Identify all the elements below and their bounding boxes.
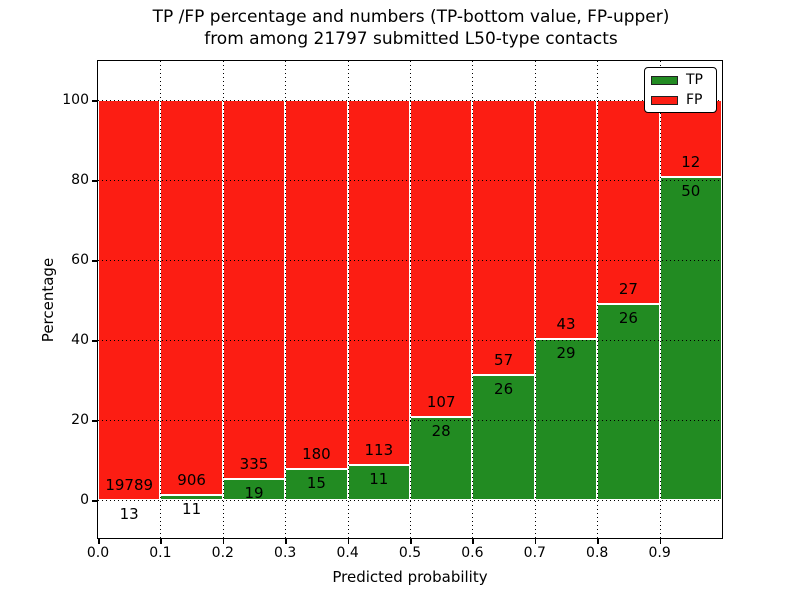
fp-count-label: 906 [177,471,206,490]
x-tick-label: 0.9 [648,545,671,561]
x-tick-label: 0.8 [586,545,609,561]
legend: TP FP [644,67,717,113]
x-tick-label: 0.1 [149,545,172,561]
fp-legend-swatch-icon [651,95,678,105]
tp-count-label: 29 [556,343,576,362]
x-tick-mark [534,539,537,544]
fp-bar-segment [285,100,348,470]
chart-title: TP /FP percentage and numbers (TP-bottom… [98,6,724,50]
x-tick-label: 0.4 [336,545,359,561]
x-tick-mark [160,539,162,544]
y-tick-mark [92,180,97,182]
legend-label-fp: FP [686,92,703,108]
horizontal-gridline [98,500,722,501]
y-tick-label: 80 [71,172,89,188]
y-tick-mark [92,260,97,262]
x-tick-label: 0.3 [274,545,297,561]
fp-count-label: 335 [239,454,269,473]
tp-count-label: 19 [244,483,264,502]
fp-bar-segment [98,100,161,500]
horizontal-gridline [98,260,722,261]
fp-bar-segment [597,100,660,304]
chart-title-line1: TP /FP percentage and numbers (TP-bottom… [152,7,670,27]
tp-bar-segment [597,303,660,500]
fp-count-label: 57 [494,350,514,369]
vertical-gridline [222,61,224,538]
tp-count-label: 15 [306,474,326,493]
x-tick-label: 0.7 [523,545,546,561]
x-tick-label: 0.0 [86,545,110,561]
y-tick-mark [92,100,97,102]
fp-count-label: 19789 [105,475,154,494]
vertical-gridline [659,61,661,538]
y-tick-label: 20 [71,412,89,428]
y-tick-mark [92,340,97,342]
fp-count-label: 113 [364,440,394,459]
fp-count-label: 43 [556,314,576,333]
tp-legend-swatch-icon [651,75,678,85]
tp-count-label: 11 [369,469,389,488]
tp-count-label: 11 [182,500,202,519]
fp-count-label: 107 [426,393,456,412]
x-tick-mark [410,539,412,544]
fp-bar-segment [347,100,410,465]
y-tick-label: 100 [62,92,89,108]
horizontal-gridline [98,100,722,101]
horizontal-gridline [98,420,722,421]
fp-count-label: 12 [681,153,701,172]
fp-count-label: 27 [618,279,638,298]
horizontal-gridline [98,340,722,341]
fp-count-label: 180 [302,445,331,464]
tp-count-label: 50 [681,182,701,201]
y-axis-label: Percentage [39,257,57,343]
x-tick-mark [285,539,287,544]
legend-label-tp: TP [686,72,703,88]
fp-bar-segment [160,100,223,496]
vertical-gridline [472,61,474,538]
x-tick-mark [472,539,474,544]
x-tick-mark [597,539,599,544]
x-tick-mark [98,539,100,544]
fp-bar-segment [472,100,535,375]
y-tick-label: 60 [71,252,89,268]
tp-count-label: 28 [431,422,451,441]
legend-row-fp: FP [651,93,710,107]
chart-title-line2: from among 21797 submitted L50-type cont… [204,29,618,49]
y-tick-label: 40 [71,332,89,348]
tp-bar-segment [659,177,722,500]
tp-count-label: 13 [119,504,139,523]
vertical-gridline [160,61,162,538]
x-axis-label: Predicted probability [332,568,488,586]
vertical-gridline [534,61,536,538]
x-tick-label: 0.2 [211,545,234,561]
legend-row-tp: TP [651,73,710,87]
fp-bar-segment [410,100,473,418]
x-tick-mark [347,539,350,544]
x-tick-mark [222,539,225,544]
vertical-gridline [597,61,599,538]
y-tick-mark [92,420,97,422]
tp-count-label: 26 [618,308,638,327]
x-tick-label: 0.6 [461,545,484,561]
x-tick-label: 0.5 [398,545,422,561]
y-tick-label: 0 [80,492,89,508]
vertical-gridline [410,61,411,538]
tp-count-label: 26 [494,379,514,398]
horizontal-gridline [98,180,722,181]
vertical-gridline [347,61,349,538]
x-tick-mark [659,539,662,544]
y-tick-mark [92,500,97,502]
vertical-gridline [285,61,287,538]
fp-bar-segment [222,100,286,479]
fp-bar-segment [534,100,598,339]
tp-bar-segment [285,469,348,500]
